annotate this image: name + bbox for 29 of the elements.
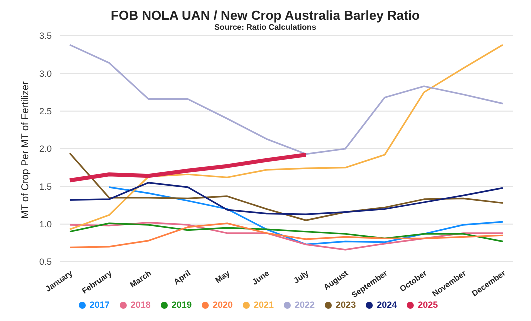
legend-label: 2025 xyxy=(418,300,438,310)
legend-label: 2020 xyxy=(212,300,233,310)
line-series xyxy=(69,182,504,216)
line-series xyxy=(69,152,504,222)
x-tick-label: June xyxy=(250,268,272,287)
legend-label: 2022 xyxy=(295,300,316,310)
line-series xyxy=(69,222,504,242)
line-series xyxy=(108,186,504,246)
y-tick-label: 2.0 xyxy=(39,144,52,154)
y-tick-label: 2.5 xyxy=(39,106,52,117)
y-tick-label: 3.0 xyxy=(39,68,52,79)
legend-label: 2017 xyxy=(90,300,110,310)
y-tick-label: 1.0 xyxy=(39,220,52,230)
line-series xyxy=(69,44,504,230)
legend-label: 2021 xyxy=(254,300,274,310)
legend-label: 2018 xyxy=(130,300,151,310)
chart-title: FOB NOLA UAN / New Crop Australia Barley Ratio xyxy=(110,8,421,23)
legend-label: 2023 xyxy=(336,300,356,310)
x-tick-label: May xyxy=(214,268,232,286)
x-tick-label: July xyxy=(292,268,312,286)
y-axis-title: MT of Crop Per MT of Fertilizer xyxy=(20,80,32,219)
y-tick-label: 0.5 xyxy=(39,257,52,268)
line-series xyxy=(68,153,308,183)
chart-subtitle: Source: Ratio Calculations xyxy=(214,23,318,32)
line-series xyxy=(69,44,504,156)
y-tick-label: 1.5 xyxy=(39,182,52,192)
legend-label: 2019 xyxy=(172,300,192,310)
y-tick-label: 3.5 xyxy=(39,31,52,42)
legend-label: 2024 xyxy=(377,300,398,310)
